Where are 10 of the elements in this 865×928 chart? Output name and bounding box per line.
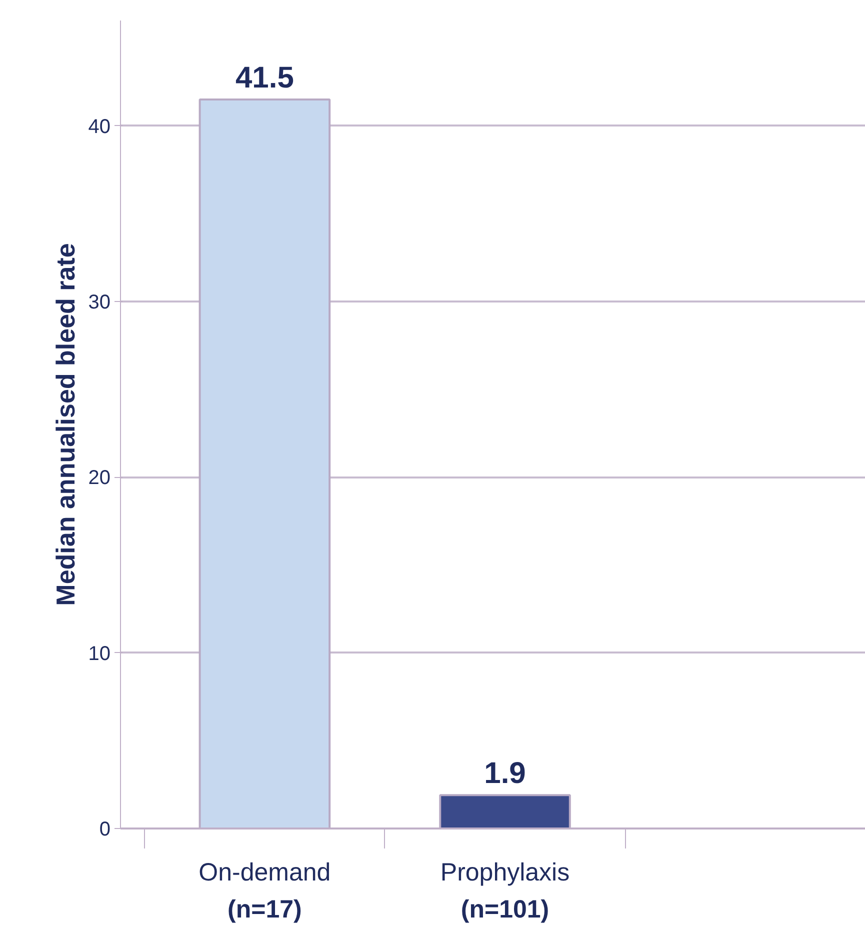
y-tick-label: 20 <box>88 467 111 490</box>
data-label: 1.9 <box>484 757 526 790</box>
y-tick-label: 40 <box>88 116 111 138</box>
y-tick-label: 10 <box>88 642 111 665</box>
category-label: On-demand (n=17) <box>198 858 331 924</box>
category-label: Prophylaxis (n=101) <box>440 858 570 924</box>
y-tick-label: 0 <box>99 818 110 840</box>
data-label: 41.5 <box>236 62 294 95</box>
y-axis-title: Median annualised bleed rate <box>50 243 80 606</box>
y-tick-label: 30 <box>88 292 111 314</box>
